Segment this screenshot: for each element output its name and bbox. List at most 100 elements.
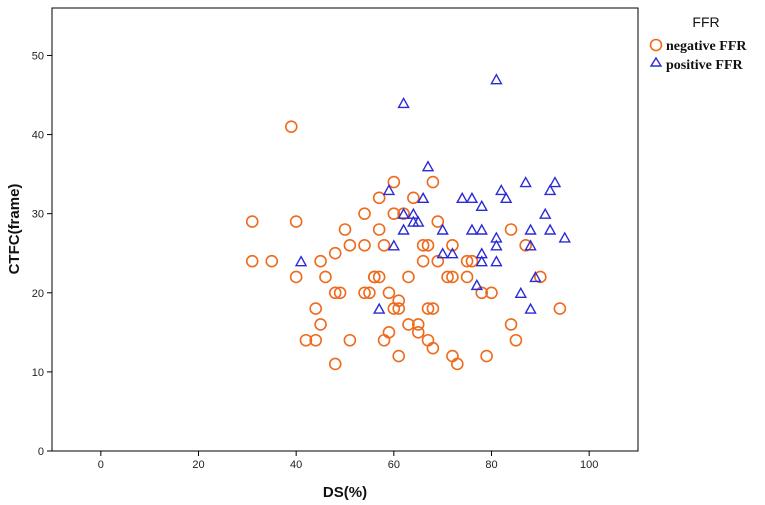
point-negative-ffr [309, 302, 323, 315]
ticks-layer: 0 20 40 60 80 100 0 10 20 30 40 50 [32, 50, 599, 471]
point-negative-ffr [451, 357, 464, 371]
x-axis-title: DS(%) [323, 484, 367, 501]
point-positive-ffr [543, 223, 557, 235]
points-layer [245, 73, 571, 371]
point-positive-ffr [519, 176, 532, 188]
point-negative-ffr [372, 270, 386, 284]
point-negative-ffr [421, 333, 435, 347]
point-positive-ffr [475, 199, 488, 211]
point-positive-ffr [529, 271, 542, 283]
point-negative-ffr [460, 270, 474, 284]
legend-title: FFR [692, 14, 719, 30]
point-positive-ffr [436, 223, 449, 235]
legend-positive-ffr-marker [649, 56, 663, 67]
y-tick-label: 0 [38, 446, 44, 458]
point-positive-ffr [387, 239, 401, 251]
point-negative-ffr [319, 270, 332, 284]
point-positive-ffr [465, 191, 479, 204]
point-negative-ffr [382, 326, 396, 339]
point-negative-ffr [426, 175, 440, 189]
point-negative-ffr [309, 333, 323, 347]
y-tick-label: 30 [32, 209, 44, 221]
point-positive-ffr [539, 207, 552, 219]
point-negative-ffr [284, 120, 298, 133]
point-positive-ffr [514, 286, 527, 298]
x-tick-label: 80 [485, 459, 497, 471]
point-negative-ffr [402, 318, 415, 331]
point-negative-ffr [328, 357, 342, 371]
point-negative-ffr [265, 254, 279, 268]
point-positive-ffr [548, 176, 562, 188]
point-negative-ffr [416, 254, 430, 268]
point-positive-ffr [397, 96, 410, 109]
point-positive-ffr [490, 239, 503, 251]
point-positive-ffr [475, 255, 488, 267]
point-negative-ffr [411, 326, 425, 339]
point-negative-ffr [358, 286, 371, 300]
point-negative-ffr [460, 254, 474, 268]
x-tick-label: 60 [388, 459, 400, 471]
point-negative-ffr [245, 215, 259, 228]
point-positive-ffr [416, 191, 430, 204]
point-positive-ffr [294, 255, 308, 267]
point-negative-ffr [358, 239, 371, 252]
point-positive-ffr [490, 73, 503, 85]
point-positive-ffr [407, 207, 420, 219]
point-negative-ffr [475, 286, 489, 300]
point-negative-ffr [392, 349, 406, 363]
point-negative-ffr [446, 270, 459, 284]
point-negative-ffr [372, 223, 386, 236]
point-negative-ffr [363, 286, 376, 300]
point-negative-ffr [289, 270, 303, 284]
point-positive-ffr [456, 191, 469, 204]
point-positive-ffr [397, 207, 410, 219]
point-positive-ffr [372, 302, 386, 314]
legend-positive-ffr-label: positive FFR [666, 58, 743, 73]
point-negative-ffr [411, 318, 425, 331]
y-tick-label: 20 [32, 288, 44, 300]
point-negative-ffr [504, 223, 518, 236]
point-negative-ffr [367, 270, 381, 284]
point-negative-ffr [358, 207, 371, 220]
point-negative-ffr [431, 254, 445, 268]
point-negative-ffr [446, 239, 459, 252]
point-negative-ffr [519, 239, 532, 252]
point-positive-ffr [524, 223, 537, 235]
point-negative-ffr [485, 286, 498, 300]
point-negative-ffr [343, 333, 357, 347]
point-negative-ffr [372, 191, 386, 205]
point-negative-ffr [338, 223, 352, 236]
point-positive-ffr [495, 184, 508, 196]
point-negative-ffr [421, 302, 435, 315]
point-positive-ffr [397, 223, 410, 235]
point-negative-ffr [446, 349, 459, 363]
point-negative-ffr [504, 318, 518, 331]
point-negative-ffr [328, 286, 342, 300]
point-positive-ffr [475, 223, 488, 235]
point-positive-ffr [543, 184, 557, 196]
point-negative-ffr [328, 246, 342, 260]
x-tick-label: 40 [290, 459, 302, 471]
point-positive-ffr [490, 255, 503, 267]
point-negative-ffr [392, 294, 406, 307]
point-negative-ffr [299, 333, 313, 347]
point-negative-ffr [333, 286, 347, 300]
y-tick-label: 40 [32, 130, 44, 142]
point-positive-ffr [446, 247, 459, 259]
point-negative-ffr [289, 215, 303, 228]
point-negative-ffr [387, 207, 401, 220]
point-negative-ffr [426, 341, 440, 355]
point-negative-ffr [441, 270, 454, 284]
point-negative-ffr [480, 349, 493, 363]
point-negative-ffr [387, 175, 401, 189]
point-positive-ffr [558, 231, 571, 243]
point-positive-ffr [470, 278, 484, 291]
point-negative-ffr [392, 302, 406, 315]
point-negative-ffr [377, 333, 391, 347]
point-negative-ffr [534, 270, 547, 284]
point-positive-ffr [436, 247, 449, 259]
point-positive-ffr [524, 302, 537, 314]
y-axis-title: CTFC(frame) [6, 184, 23, 275]
x-tick-label: 0 [98, 459, 104, 471]
